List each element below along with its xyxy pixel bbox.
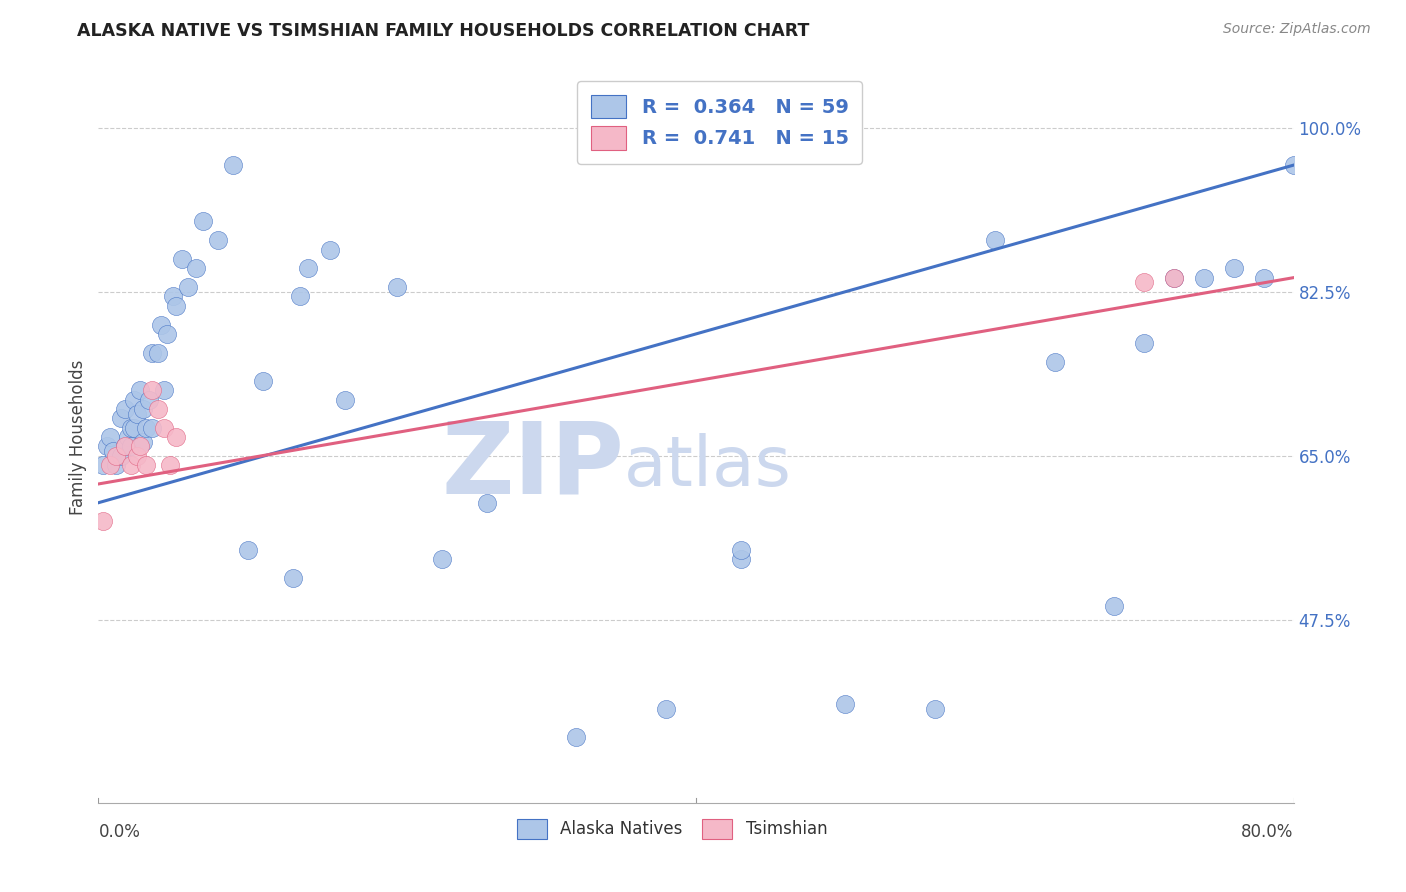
Point bbox=[475, 496, 498, 510]
Point bbox=[141, 420, 163, 434]
Point bbox=[172, 252, 194, 266]
Point bbox=[1133, 276, 1156, 290]
Point bbox=[114, 401, 136, 416]
Point bbox=[129, 383, 152, 397]
Point bbox=[124, 392, 146, 407]
Point bbox=[156, 326, 179, 341]
Point bbox=[103, 444, 125, 458]
Point bbox=[132, 401, 155, 416]
Point bbox=[1163, 270, 1185, 285]
Point bbox=[730, 552, 752, 566]
Point bbox=[120, 440, 142, 454]
Point bbox=[333, 392, 356, 407]
Point bbox=[105, 449, 128, 463]
Point bbox=[1104, 599, 1126, 613]
Y-axis label: Family Households: Family Households bbox=[69, 359, 87, 515]
Point bbox=[319, 243, 342, 257]
Text: ZIP: ZIP bbox=[441, 417, 624, 515]
Text: Source: ZipAtlas.com: Source: ZipAtlas.com bbox=[1223, 22, 1371, 37]
Point bbox=[162, 289, 184, 303]
Point bbox=[730, 542, 752, 557]
Point bbox=[148, 401, 170, 416]
Point bbox=[110, 411, 132, 425]
Text: 80.0%: 80.0% bbox=[1241, 823, 1294, 841]
Point bbox=[165, 430, 187, 444]
Point bbox=[141, 383, 163, 397]
Point bbox=[127, 407, 149, 421]
Point bbox=[96, 440, 118, 454]
Point bbox=[297, 261, 319, 276]
Point bbox=[98, 458, 122, 473]
Point bbox=[281, 571, 304, 585]
Point bbox=[132, 434, 155, 449]
Point bbox=[834, 698, 856, 712]
Point bbox=[165, 299, 187, 313]
Legend: Alaska Natives, Tsimshian: Alaska Natives, Tsimshian bbox=[510, 812, 834, 846]
Point bbox=[150, 318, 173, 332]
Point bbox=[924, 702, 946, 716]
Text: atlas: atlas bbox=[624, 433, 792, 500]
Point bbox=[1133, 336, 1156, 351]
Point bbox=[252, 374, 274, 388]
Point bbox=[148, 345, 170, 359]
Point bbox=[98, 430, 122, 444]
Point bbox=[1043, 355, 1066, 369]
Point bbox=[120, 458, 142, 473]
Point bbox=[141, 345, 163, 359]
Point bbox=[177, 280, 200, 294]
Point bbox=[135, 458, 157, 473]
Point bbox=[138, 392, 160, 407]
Point bbox=[159, 458, 181, 473]
Point bbox=[1163, 270, 1185, 285]
Text: ALASKA NATIVE VS TSIMSHIAN FAMILY HOUSEHOLDS CORRELATION CHART: ALASKA NATIVE VS TSIMSHIAN FAMILY HOUSEH… bbox=[77, 22, 810, 40]
Point bbox=[191, 214, 214, 228]
Point bbox=[207, 233, 229, 247]
Point bbox=[91, 458, 114, 473]
Point bbox=[1192, 270, 1215, 285]
Point bbox=[129, 440, 152, 454]
Text: 0.0%: 0.0% bbox=[98, 823, 141, 841]
Point bbox=[117, 430, 139, 444]
Point bbox=[288, 289, 311, 303]
Point bbox=[124, 420, 146, 434]
Point bbox=[91, 515, 114, 529]
Point bbox=[984, 233, 1007, 247]
Point bbox=[385, 280, 409, 294]
Point bbox=[222, 158, 245, 172]
Point bbox=[236, 542, 259, 557]
Point bbox=[1223, 261, 1246, 276]
Point bbox=[153, 383, 176, 397]
Point bbox=[153, 420, 176, 434]
Point bbox=[114, 440, 136, 454]
Point bbox=[565, 730, 588, 744]
Point bbox=[430, 552, 453, 566]
Point bbox=[184, 261, 207, 276]
Point bbox=[110, 449, 132, 463]
Point bbox=[127, 449, 149, 463]
Point bbox=[114, 440, 136, 454]
Point bbox=[105, 458, 128, 473]
Point bbox=[1282, 158, 1305, 172]
Point bbox=[135, 420, 157, 434]
Point bbox=[655, 702, 678, 716]
Point bbox=[120, 420, 142, 434]
Point bbox=[1253, 270, 1275, 285]
